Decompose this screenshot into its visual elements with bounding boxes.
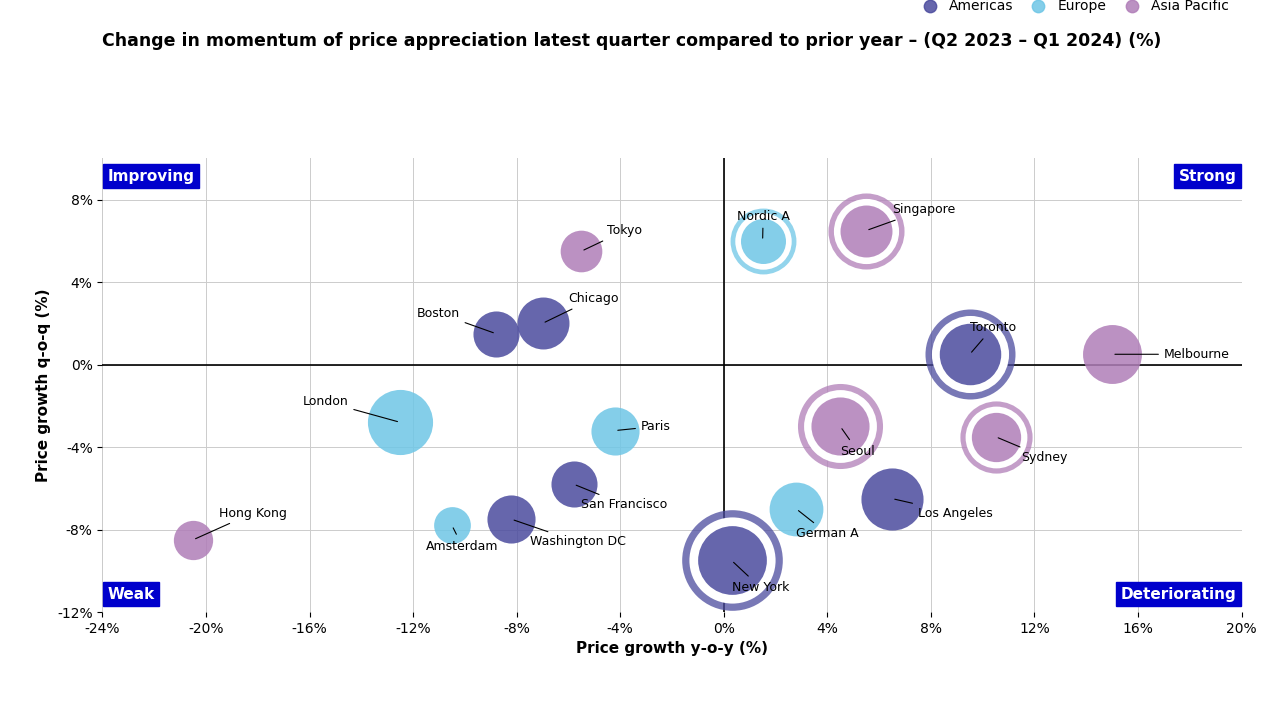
Text: Seoul: Seoul xyxy=(840,428,876,458)
Point xyxy=(986,431,1006,443)
Point xyxy=(442,520,462,531)
Legend: Americas, Europe, Asia Pacific: Americas, Europe, Asia Pacific xyxy=(910,0,1235,18)
Text: Nordic A: Nordic A xyxy=(737,210,790,238)
Point xyxy=(604,425,625,436)
Point xyxy=(960,348,980,360)
Text: Sydney: Sydney xyxy=(998,438,1068,464)
Point xyxy=(856,225,877,236)
Text: German A: German A xyxy=(796,510,859,540)
Text: New York: New York xyxy=(732,562,788,594)
Text: Improving: Improving xyxy=(108,168,195,184)
Point xyxy=(829,420,850,432)
Text: Melbourne: Melbourne xyxy=(1115,348,1230,361)
Point xyxy=(532,318,553,329)
Point xyxy=(390,417,411,428)
Text: Strong: Strong xyxy=(1179,168,1236,184)
Point xyxy=(960,348,980,360)
Point xyxy=(183,534,204,546)
Point xyxy=(753,235,773,247)
Point xyxy=(485,328,506,339)
Y-axis label: Price growth q-o-q (%): Price growth q-o-q (%) xyxy=(37,289,51,482)
Text: Amsterdam: Amsterdam xyxy=(426,528,498,552)
Text: London: London xyxy=(302,395,398,422)
Point xyxy=(502,513,522,525)
Text: Hong Kong: Hong Kong xyxy=(196,507,287,539)
Text: Los Angeles: Los Angeles xyxy=(895,499,993,520)
Point xyxy=(753,235,773,247)
Point xyxy=(829,420,850,432)
Point xyxy=(753,235,773,247)
Point xyxy=(882,492,902,504)
Point xyxy=(722,554,742,566)
Text: Chicago: Chicago xyxy=(545,292,620,322)
Point xyxy=(563,478,584,490)
Text: Singapore: Singapore xyxy=(869,204,955,230)
Point xyxy=(960,348,980,360)
Point xyxy=(986,431,1006,443)
Point xyxy=(722,554,742,566)
Text: Paris: Paris xyxy=(618,420,671,433)
Text: Weak: Weak xyxy=(108,587,155,602)
Point xyxy=(722,554,742,566)
Text: Tokyo: Tokyo xyxy=(584,224,643,250)
Point xyxy=(571,246,591,257)
Text: San Francisco: San Francisco xyxy=(576,485,668,511)
X-axis label: Price growth y-o-y (%): Price growth y-o-y (%) xyxy=(576,642,768,656)
Point xyxy=(856,225,877,236)
Point xyxy=(986,431,1006,443)
Text: Change in momentum of price appreciation latest quarter compared to prior year –: Change in momentum of price appreciation… xyxy=(102,32,1162,50)
Point xyxy=(856,225,877,236)
Text: Deteriorating: Deteriorating xyxy=(1121,587,1236,602)
Text: Boston: Boston xyxy=(416,307,493,333)
Point xyxy=(786,503,806,515)
Text: Toronto: Toronto xyxy=(970,321,1016,352)
Text: Washington DC: Washington DC xyxy=(515,520,626,549)
Point xyxy=(1102,348,1123,360)
Point xyxy=(829,420,850,432)
